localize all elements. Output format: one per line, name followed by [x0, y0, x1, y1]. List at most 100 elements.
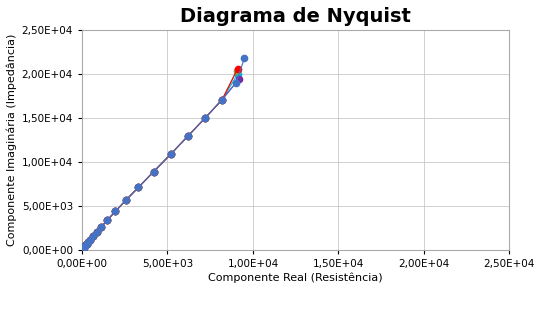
Ciclo 3 [83, 242, 90, 246]
Ciclo 2 [167, 152, 174, 156]
Ciclo 5 [83, 242, 90, 246]
Line: Ciclo 4: Ciclo 4 [79, 76, 242, 252]
Ciclo 5 [104, 218, 111, 222]
Ciclo 3 [87, 238, 93, 242]
Ciclo 5 [81, 244, 88, 248]
Ciclo 1 [79, 247, 86, 251]
Ciclo 3 [79, 247, 86, 251]
Ciclo 5 [79, 247, 86, 251]
Y-axis label: Componente Imaginária (Impedância): Componente Imaginária (Impedância) [7, 34, 17, 246]
Ciclo 1 [79, 247, 86, 251]
Ciclo 2 [79, 247, 86, 251]
Ciclo 2 [82, 244, 89, 247]
Ciclo 1 [202, 116, 208, 120]
Ciclo 1 [233, 81, 239, 85]
Ciclo 3 [98, 225, 105, 229]
Ciclo 2 [104, 218, 111, 222]
Ciclo 5 [82, 244, 89, 247]
Ciclo 2 [90, 235, 96, 238]
Ciclo 2 [185, 134, 191, 138]
Ciclo 5 [234, 72, 241, 76]
Ciclo 5 [79, 247, 86, 251]
Ciclo 5 [185, 134, 191, 138]
Ciclo 5 [90, 235, 96, 238]
Ciclo 3 [85, 240, 92, 244]
Ciclo 1 [122, 198, 129, 202]
Ciclo 5 [202, 116, 208, 120]
Ciclo 1 [79, 247, 86, 251]
Ciclo 2 [151, 170, 157, 173]
Ciclo 2 [202, 116, 208, 120]
Ciclo 5 [122, 198, 129, 202]
Ciclo 3 [185, 134, 191, 138]
Ciclo 2 [93, 230, 100, 234]
Ciclo 2 [81, 245, 87, 249]
Ciclo 4 [202, 116, 208, 120]
Ciclo 4 [104, 218, 111, 222]
Ciclo 3 [79, 247, 86, 251]
Ciclo 2 [112, 210, 119, 213]
Ciclo 4 [85, 240, 92, 244]
Ciclo 5 [79, 247, 86, 251]
Ciclo 3 [104, 218, 111, 222]
Ciclo 2 [85, 240, 92, 244]
Ciclo 1 [151, 170, 157, 173]
Ciclo 5 [135, 185, 141, 189]
Line: Ciclo 2: Ciclo 2 [79, 66, 241, 252]
Ciclo 1 [93, 230, 100, 234]
Ciclo 2 [80, 247, 86, 251]
Ciclo 2 [219, 98, 225, 101]
Ciclo 4 [83, 242, 90, 246]
Ciclo 1 [167, 152, 174, 156]
Ciclo 5 [151, 170, 157, 173]
Ciclo 3 [79, 247, 86, 251]
Ciclo 1 [81, 244, 88, 248]
Ciclo 2 [80, 246, 87, 250]
Ciclo 5 [87, 238, 93, 242]
Line: Ciclo 3: Ciclo 3 [79, 68, 240, 252]
Ciclo 5 [167, 152, 174, 156]
Ciclo 4 [79, 247, 86, 251]
Ciclo 3 [135, 185, 141, 189]
Ciclo 4 [98, 225, 105, 229]
Ciclo 2 [83, 242, 90, 246]
Ciclo 3 [202, 116, 208, 120]
Ciclo 3 [219, 98, 225, 101]
Ciclo 4 [167, 152, 174, 156]
Ciclo 1 [219, 98, 225, 101]
Ciclo 3 [167, 152, 174, 156]
Ciclo 2 [98, 225, 105, 229]
Ciclo 4 [90, 235, 96, 238]
Ciclo 3 [80, 247, 86, 251]
Ciclo 4 [81, 245, 87, 249]
Ciclo 5 [80, 246, 87, 250]
Line: Ciclo 1: Ciclo 1 [79, 55, 248, 252]
Ciclo 1 [85, 240, 92, 244]
Ciclo 2 [87, 238, 93, 242]
Ciclo 1 [98, 225, 105, 229]
Line: Ciclo 5: Ciclo 5 [79, 71, 241, 252]
Ciclo 4 [81, 244, 88, 248]
Ciclo 1 [87, 238, 93, 242]
Ciclo 2 [79, 247, 86, 251]
Ciclo 3 [93, 230, 100, 234]
Ciclo 3 [122, 198, 129, 202]
Ciclo 4 [80, 246, 87, 250]
Ciclo 4 [135, 185, 141, 189]
Ciclo 5 [80, 247, 86, 251]
Ciclo 3 [81, 245, 87, 249]
Ciclo 1 [80, 247, 86, 251]
Ciclo 4 [151, 170, 157, 173]
Ciclo 1 [185, 134, 191, 138]
Ciclo 4 [112, 210, 119, 213]
Ciclo 2 [81, 244, 88, 248]
Ciclo 1 [112, 210, 119, 213]
Ciclo 1 [82, 244, 89, 247]
Ciclo 5 [85, 240, 92, 244]
Title: Diagrama de Nyquist: Diagrama de Nyquist [180, 7, 411, 26]
Ciclo 1 [90, 235, 96, 238]
Ciclo 3 [151, 170, 157, 173]
Ciclo 5 [112, 210, 119, 213]
Ciclo 3 [82, 244, 89, 247]
Ciclo 4 [82, 244, 89, 247]
